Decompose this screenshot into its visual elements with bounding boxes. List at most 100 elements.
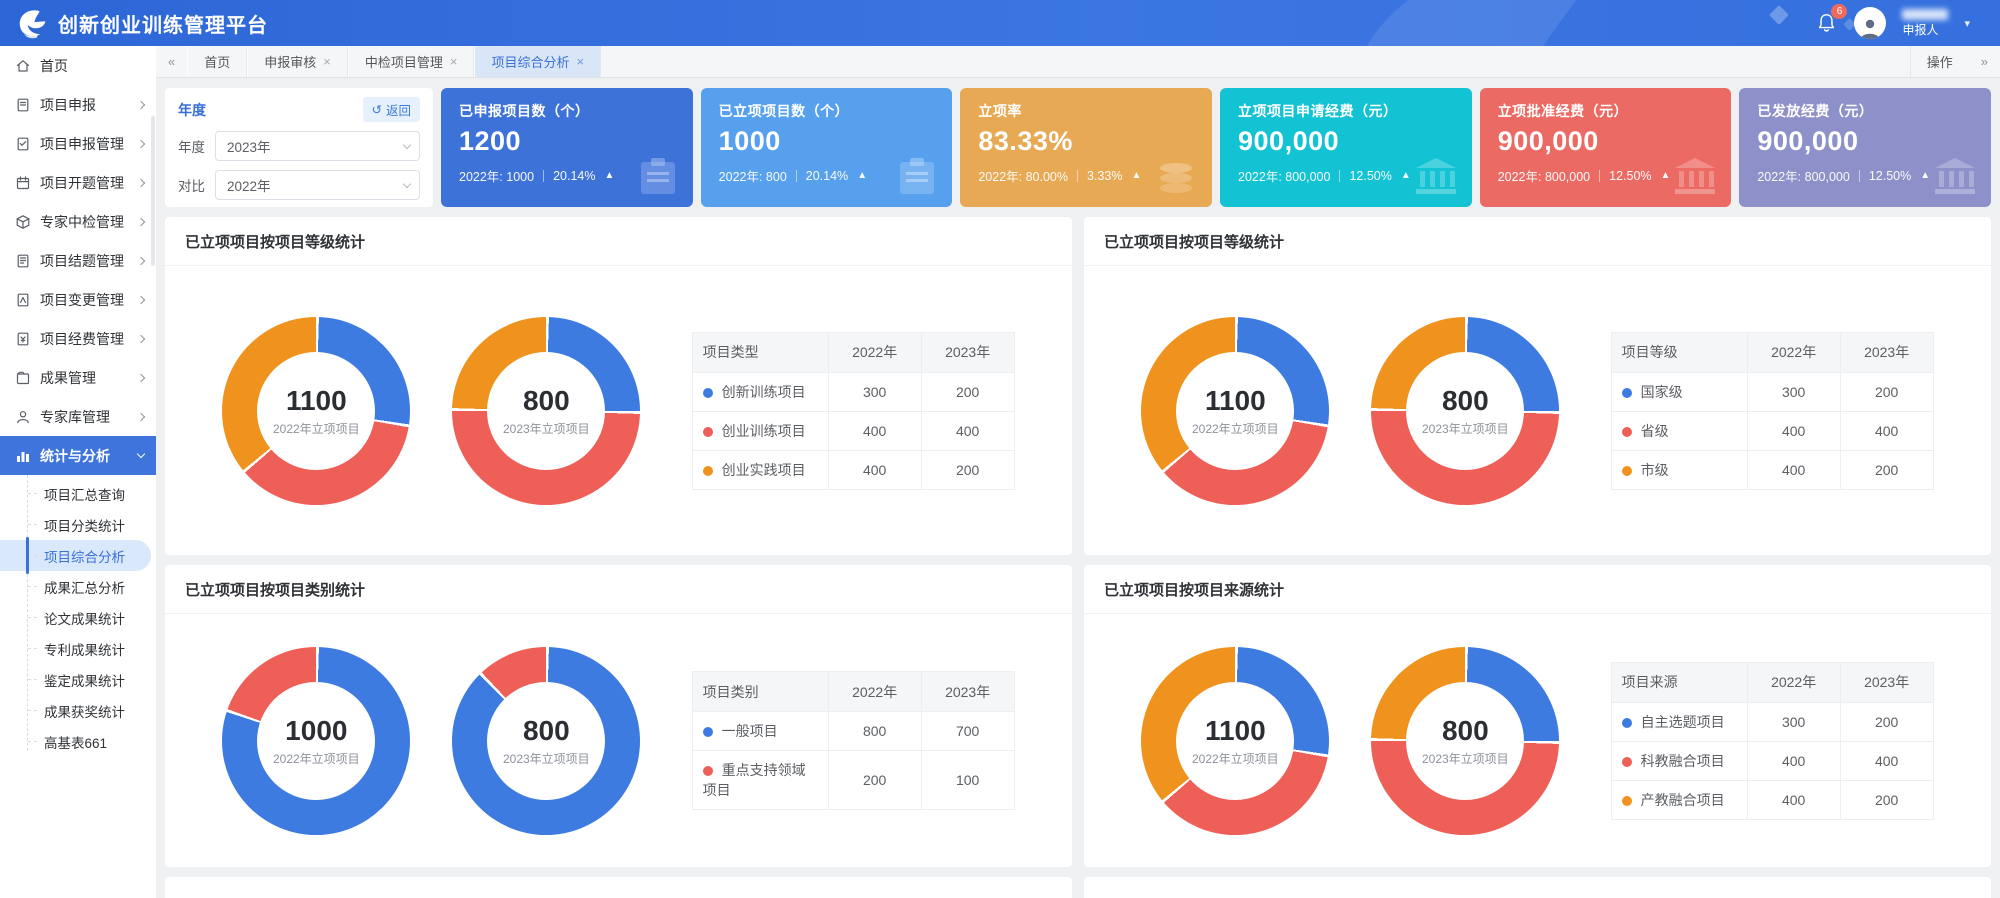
chevron-down-icon [136,449,146,459]
sidebar-scrollbar[interactable] [151,116,155,266]
sidebar-subitem[interactable]: 鉴定成果统计 [0,664,156,695]
sidebar-subitem[interactable]: 高基表661 [0,726,156,757]
sidebar-subitem-label: 高基表661 [44,735,108,751]
table-header-row: 项目来源 2022年 2023年 [1610,661,1934,703]
back-button[interactable]: ↺ 返回 [362,97,420,122]
sidebar-item-8[interactable]: 成果管理 [0,358,156,397]
sparkle-decoration [1769,5,1789,25]
legend-dot [702,766,713,777]
tab-项目综合分析[interactable]: 项目综合分析 × [474,46,602,77]
sidebar-subitem[interactable]: 项目汇总查询 [0,478,156,509]
donut-chart: 800 2023年立项项目 [452,316,641,505]
sidebar-subitem-label: 成果获奖统计 [44,704,125,720]
data-table: 项目类型 2022年 2023年 创新训练项目 300 200 创业训练项目 400 400 创业… [691,331,1015,490]
sidebar-item-4[interactable]: 专家中检管理 [0,202,156,241]
user-meta[interactable]: 申报人 [1902,8,1949,38]
table-header-cell: 2022年 [827,671,922,712]
table-header-cell: 2023年 [1839,331,1934,373]
table-cell-2022: 400 [827,410,922,451]
form-icon [15,97,31,113]
avatar[interactable] [1854,7,1887,39]
sidebar-subitem[interactable]: 项目综合分析 [0,537,151,574]
sidebar-item-stats-analysis[interactable]: 统计与分析 [0,436,156,475]
table-row: 市级 400 200 [1610,449,1934,490]
file-money-icon [15,331,31,347]
tab-bar: « 首页 申报审核 × 中检项目管理 × 项目综合分析 × 操作 » [156,46,2000,78]
chevron-down-icon[interactable]: ▾ [1964,17,1970,30]
sidebar-subitem[interactable]: 论文成果统计 [0,602,156,633]
chart-panel-body: 1100 2022年立项项目 800 2023年立项项目 项目来源 2022年 2023年自… [1084,614,1991,867]
sidebar-item-1[interactable]: 项目申报 [0,85,156,124]
data-table: 项目来源 2022年 2023年 自主选题项目 300 200 科教融合项目 400 400 产教… [1610,661,1934,820]
sidebar-subitem-label: 项目分类统计 [44,518,125,534]
stat-card-title: 已申报项目数（个） [459,103,590,119]
sidebar-subitem[interactable]: 项目分类统计 [0,509,156,540]
sidebar-subitem[interactable]: 专利成果统计 [0,633,156,664]
table-cell-2022: 300 [1746,701,1841,742]
compare-year-select[interactable]: 2022年 [215,170,420,200]
year-select[interactable]: 2023年 [215,131,420,161]
stat-card-value: 1200 [459,126,522,156]
donut-group: 1100 2022年立项项目 800 2023年立项项目 [1141,316,1560,505]
notification-bell-icon[interactable]: 6 [1814,4,1848,35]
stat-card: 立项项目申请经费（元） 900,000 2022年: 800,000 12.50% ▲ [1220,88,1472,207]
sidebar-item-5[interactable]: 项目结题管理 [0,241,156,280]
calendar-icon [15,175,31,191]
table-cell-2022: 300 [1746,371,1841,412]
donut-center-label: 1100 2022年立项项目 [1141,647,1329,835]
chart-panel-title: 已立项项目按项目等级统计 [1084,217,1991,266]
up-arrow-icon: ▲ [1660,170,1671,181]
sidebar-item-label: 项目经费管理 [40,330,124,347]
tab-close-icon[interactable]: × [576,54,585,69]
table-cell-name: 产教融合项目 [1610,779,1748,820]
donut-total: 800 [1441,384,1489,416]
legend-dot [1621,717,1632,728]
sidebar-item-label: 首页 [40,57,68,74]
select-value: 2022年 [227,179,271,194]
sidebar-subitem-label: 项目综合分析 [44,549,125,565]
chevron-right-icon [136,178,146,187]
tab-close-icon[interactable]: × [449,54,458,69]
sidebar-item-0[interactable]: 首页 [0,46,156,85]
sidebar-item-label: 统计与分析 [40,447,110,464]
tab-close-icon[interactable]: × [323,54,331,69]
sidebar-subitem[interactable]: 成果汇总分析 [0,571,156,602]
table-header-cell: 项目等级 [1610,331,1748,373]
filter-row: 年度 2023年 [178,131,420,161]
sidebar-subitem[interactable]: 成果获奖统计 [0,695,156,726]
donut-chart: 800 2023年立项项目 [1371,646,1560,835]
delta-value: 3.33% [1087,168,1123,183]
tab-label: 首页 [204,55,231,70]
sidebar-item-3[interactable]: 项目开题管理 [0,163,156,202]
stat-card-value: 900,000 [1757,126,1859,156]
sidebar-item-2[interactable]: 项目申报管理 [0,124,156,163]
table-row: 省级 400 400 [1610,410,1934,451]
legend-dot [702,426,713,437]
donut-center-label: 800 2023年立项项目 [1371,317,1559,505]
delta-value: 20.14% [805,168,849,183]
sidebar-item-7[interactable]: 项目经费管理 [0,319,156,358]
sidebar-item-label: 项目变更管理 [40,291,124,308]
chevron-right-icon [136,256,146,265]
tab-label: 申报审核 [264,55,317,70]
sidebar-item-9[interactable]: 专家库管理 [0,397,156,436]
table-row: 创业实践项目 400 200 [691,449,1015,490]
tabs-scroll-left[interactable]: « [168,54,176,69]
stat-card-compare: 2022年: 800,000 12.50% ▲ [1238,166,1454,185]
donut-group: 1100 2022年立项项目 800 2023年立项项目 [1141,646,1560,835]
checklist-icon [15,136,31,152]
tabs-scroll-right[interactable]: » [1980,54,1988,69]
legend-dot [702,727,713,738]
donut-center-label: 800 2023年立项项目 [452,647,640,835]
tab-申报审核[interactable]: 申报审核 × [247,46,348,77]
stat-card-compare: 2022年: 1000 20.14% ▲ [459,166,675,185]
table-cell-2023: 400 [1839,410,1934,451]
tab-actions-menu[interactable]: 操作 [1909,46,1969,77]
delta-value: 12.50% [1609,168,1652,183]
table-cell-name: 重点支持领域项目 [691,750,829,810]
tab-首页[interactable]: 首页 [187,46,248,77]
donut-total: 800 [522,384,570,416]
tab-中检项目管理[interactable]: 中检项目管理 × [347,46,475,77]
sidebar-item-6[interactable]: 项目变更管理 [0,280,156,319]
stat-card-value: 900,000 [1497,126,1599,156]
